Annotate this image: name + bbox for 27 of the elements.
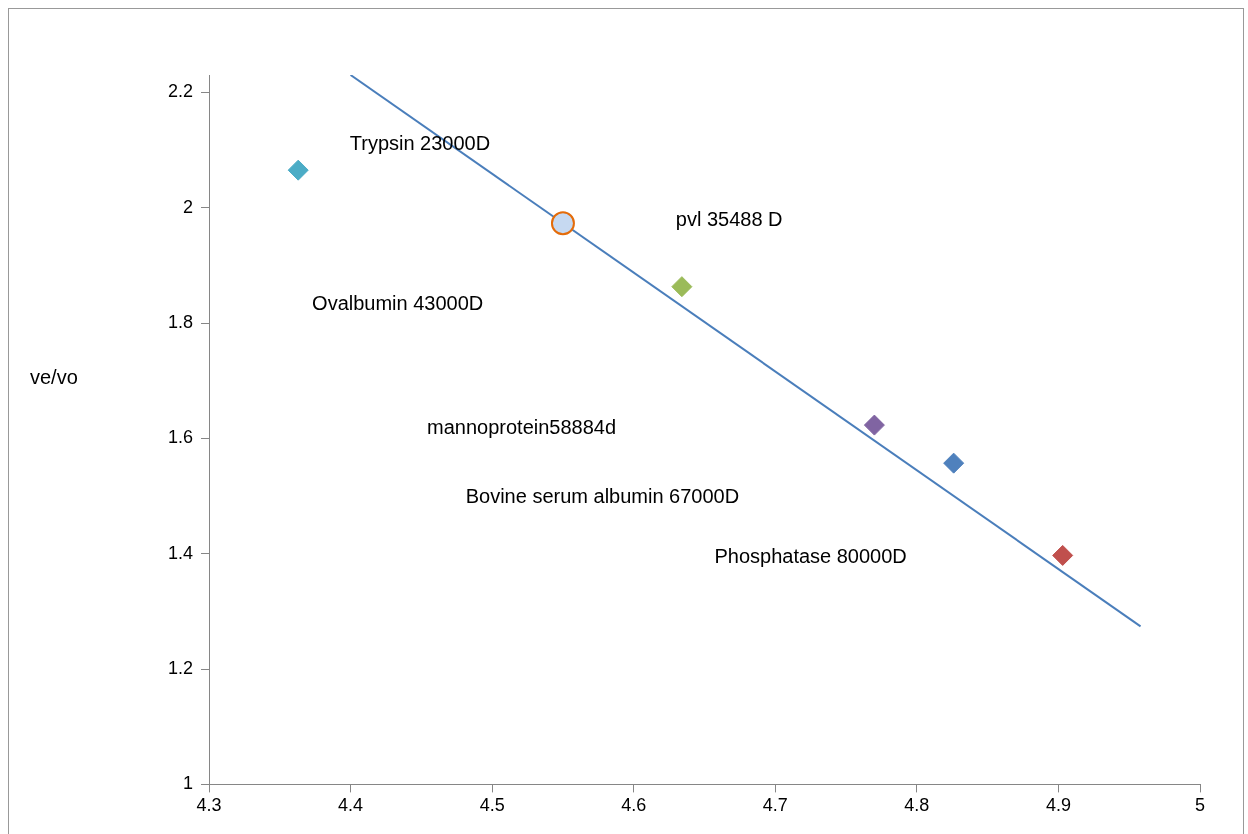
annotation: Bovine serum albumin 67000D [465, 484, 740, 507]
annotation: mannoprotein58884d [427, 415, 617, 438]
x-tick-label: 5 [1194, 795, 1206, 816]
y-axis-title: ve/vo [30, 366, 78, 389]
y-tick-label: 1.2 [167, 658, 194, 679]
x-tick-label: 4.7 [762, 795, 788, 816]
point [287, 159, 309, 181]
x-tick-label: 4.5 [479, 795, 505, 816]
x-tick-label: 4.3 [196, 795, 222, 816]
annotation: Ovalbumin 43000D [312, 291, 484, 314]
annotation: pvl 35488 D [675, 207, 783, 230]
y-tick-label: 1.4 [167, 542, 194, 563]
x-tick-label: 4.4 [338, 795, 364, 816]
point [863, 414, 885, 436]
x-tick-label: 4.8 [904, 795, 930, 816]
point [943, 452, 965, 474]
point [671, 276, 693, 298]
x-tick-label: 4.6 [621, 795, 647, 816]
y-tick-label: 1.6 [167, 427, 194, 448]
x-tick-label: 4.9 [1045, 795, 1071, 816]
y-tick-label: 1 [183, 773, 194, 794]
y-tick-label: 2 [183, 196, 194, 217]
point [550, 211, 575, 236]
y-tick-label: 2.2 [167, 81, 194, 102]
point [1052, 544, 1074, 566]
y-tick-label: 1.8 [167, 311, 194, 332]
annotation: Phosphatase 80000D [714, 544, 907, 567]
